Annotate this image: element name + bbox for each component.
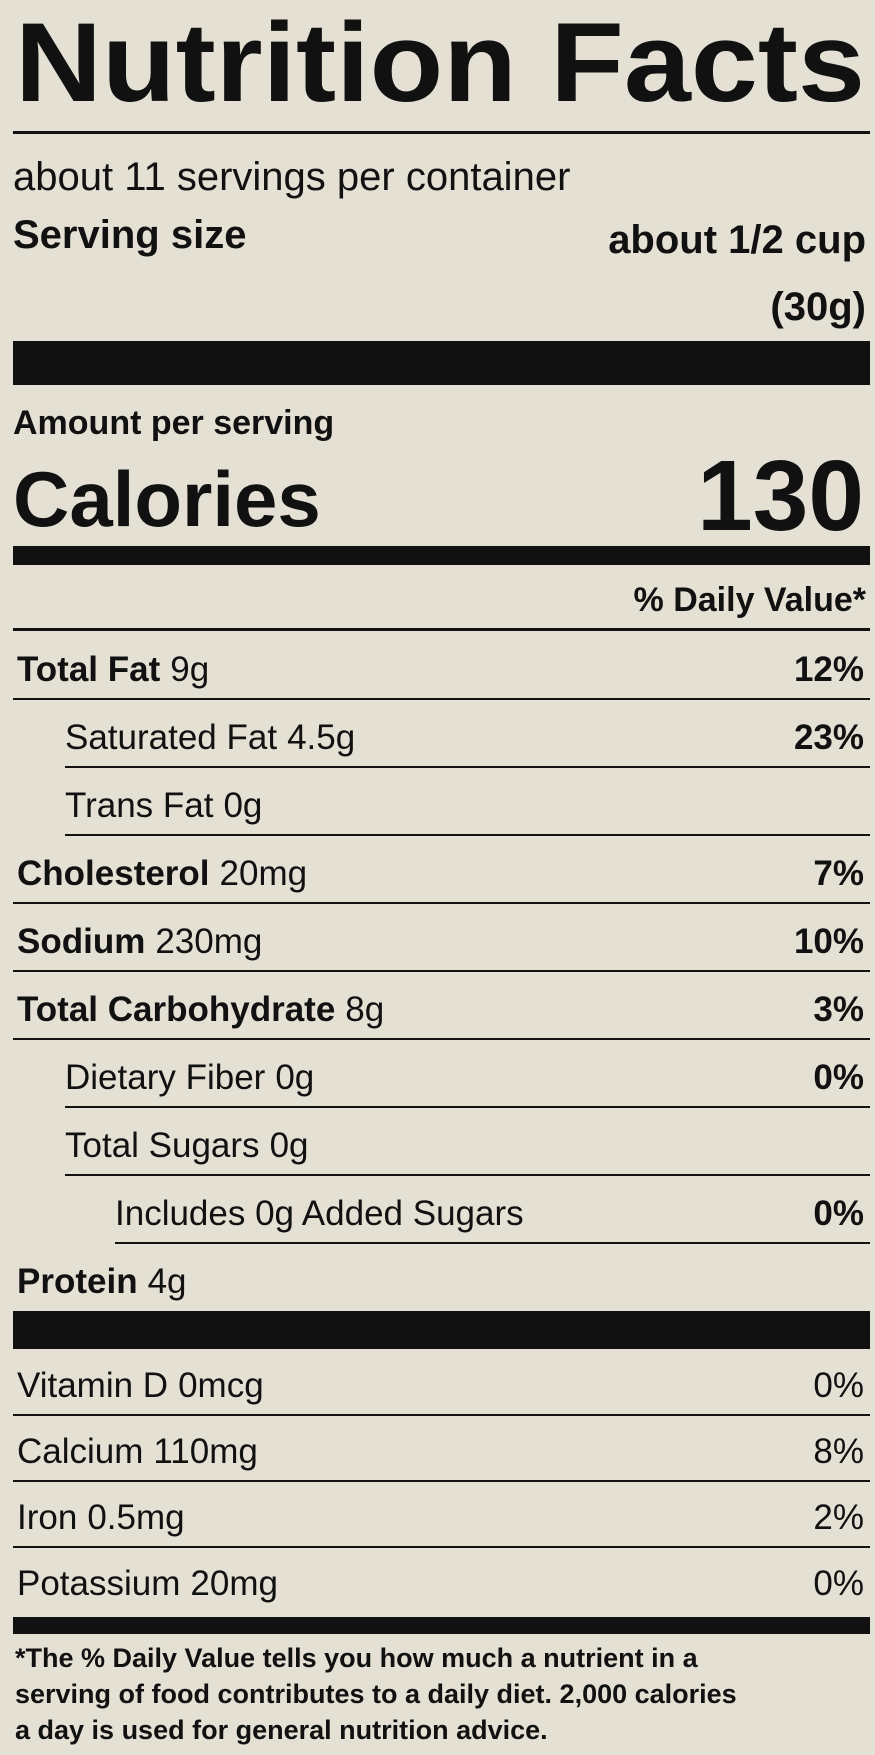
footnote-line: *The % Daily Value tells you how much a … (15, 1643, 699, 1673)
nutrient-name: Protein (17, 1262, 138, 1301)
daily-value: 3% (813, 990, 864, 1029)
rule (13, 1414, 870, 1416)
rule (65, 1174, 870, 1176)
nutrient-row: Potassium 20mg (17, 1564, 278, 1603)
nutrient-name: Vitamin D (17, 1366, 168, 1405)
rule (13, 628, 870, 631)
nutrient-amount: 8g (345, 990, 384, 1029)
calories-value: 130 (697, 440, 864, 552)
nutrient-name: Total Fat (17, 650, 161, 689)
daily-value: 8% (813, 1432, 864, 1471)
title: Nutrition Facts (15, 0, 865, 125)
nutrient-name: Saturated Fat (65, 718, 277, 757)
servings: about 11 servings per container (13, 155, 570, 199)
rule (65, 1106, 870, 1108)
medium-bar (13, 546, 870, 565)
nutrient-name: Cholesterol (17, 854, 210, 893)
nutrient-row: Saturated Fat 4.5g (65, 718, 355, 757)
nutrient-name: Calcium (17, 1432, 143, 1471)
daily-value: 10% (794, 922, 864, 961)
thick-bar (13, 341, 870, 385)
nutrient-row: Sodium 230mg (17, 922, 262, 961)
daily-value: 0% (813, 1058, 864, 1097)
nutrient-name: Sodium (17, 922, 145, 961)
rule (115, 1242, 870, 1244)
nutrient-row: Dietary Fiber 0g (65, 1058, 314, 1097)
thick-bar (13, 1311, 870, 1349)
nutrient-name: Total Carbohydrate (17, 990, 335, 1029)
rule (13, 1480, 870, 1482)
nutrient-row: Total Sugars 0g (65, 1126, 309, 1165)
nutrient-name: Iron (17, 1498, 77, 1537)
nutrient-row: Iron 0.5mg (17, 1498, 185, 1537)
nutrient-amount: 0mcg (178, 1366, 264, 1405)
daily-value: 0% (813, 1366, 864, 1405)
rule (13, 698, 870, 700)
nutrient-amount: 4.5g (287, 718, 355, 757)
calories-label: Calories (13, 455, 321, 543)
rule (13, 131, 870, 134)
nutrient-amount: 0g (223, 786, 262, 825)
daily-value: 23% (794, 718, 864, 757)
nutrient-row: Trans Fat 0g (65, 786, 262, 825)
serving-size-value: about 1/2 cup (608, 218, 866, 262)
daily-value: 7% (813, 854, 864, 893)
daily-value-header: % Daily Value* (634, 581, 867, 619)
nutrient-amount: 9g (170, 650, 209, 689)
rule (13, 1038, 870, 1040)
nutrient-name: Trans Fat (65, 786, 214, 825)
serving-size-weight: (30g) (770, 285, 866, 329)
nutrient-row: Calcium 110mg (17, 1432, 258, 1471)
nutrient-name: Total Sugars (65, 1126, 260, 1165)
nutrient-name: Dietary Fiber (65, 1058, 266, 1097)
nutrient-row: Cholesterol 20mg (17, 854, 307, 893)
nutrient-amount: 0g (270, 1126, 309, 1165)
rule (65, 834, 870, 836)
medium-bar (13, 1617, 870, 1634)
footnote-line: a day is used for general nutrition advi… (15, 1715, 548, 1745)
nutrient-row: Protein 4g (17, 1262, 187, 1301)
nutrient-name: Includes 0g Added Sugars (115, 1194, 524, 1233)
rule (65, 766, 870, 768)
nutrient-amount: 0.5mg (87, 1498, 184, 1537)
daily-value: 2% (813, 1498, 864, 1537)
rule (13, 1546, 870, 1548)
nutrient-row: Vitamin D 0mcg (17, 1366, 264, 1405)
daily-value: 12% (794, 650, 864, 689)
nutrient-row: Total Fat 9g (17, 650, 209, 689)
nutrient-row: Includes 0g Added Sugars (115, 1194, 524, 1233)
rule (13, 970, 870, 972)
nutrient-amount: 0g (275, 1058, 314, 1097)
amount-per-serving: Amount per serving (13, 404, 334, 442)
daily-value: 0% (813, 1194, 864, 1233)
nutrient-name: Potassium (17, 1564, 180, 1603)
footnote-line: serving of food contributes to a daily d… (15, 1679, 737, 1709)
serving-size-label: Serving size (13, 213, 246, 257)
nutrient-row: Total Carbohydrate 8g (17, 990, 384, 1029)
nutrient-amount: 20mg (220, 854, 308, 893)
rule (13, 902, 870, 904)
nutrient-amount: 20mg (190, 1564, 278, 1603)
nutrient-amount: 110mg (153, 1432, 257, 1471)
nutrient-amount: 230mg (155, 922, 262, 961)
nutrient-amount: 4g (148, 1262, 187, 1301)
daily-value: 0% (813, 1564, 864, 1603)
